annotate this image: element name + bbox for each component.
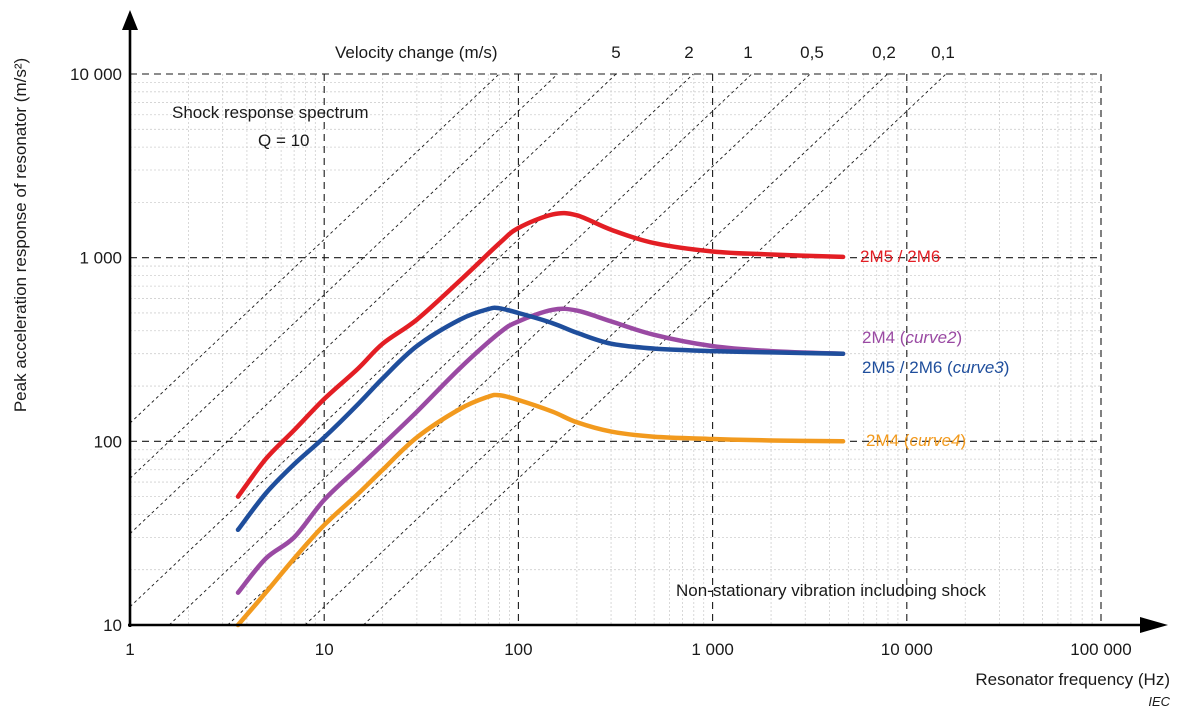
series-line <box>235 392 846 628</box>
velocity-line <box>129 73 558 479</box>
x-tick-label: 1 <box>125 640 134 659</box>
x-axis-arrow <box>1140 617 1168 633</box>
series-label: 2M5 / 2M6 <box>860 247 940 266</box>
axes <box>122 10 1168 633</box>
series-label: 2M5 / 2M6 (curve3) <box>862 358 1009 377</box>
velocity-line <box>129 73 694 608</box>
velocity-label: 0,2 <box>872 43 896 62</box>
x-tick-label: 1 000 <box>691 640 734 659</box>
velocity-label: 1 <box>743 43 752 62</box>
velocity-label: 0,1 <box>931 43 955 62</box>
x-axis-label: Resonator frequency (Hz) <box>975 670 1170 689</box>
velocity-line <box>129 73 500 424</box>
velocity-line <box>304 73 888 626</box>
velocity-line <box>168 73 753 626</box>
footer-note: Non-stationary vibration includoing shoc… <box>676 581 986 600</box>
y-tick-label: 1 000 <box>79 249 122 268</box>
response-curves <box>235 210 846 628</box>
velocity-line <box>227 73 811 626</box>
series-line <box>235 306 846 595</box>
velocity-label: 5 <box>611 43 620 62</box>
y-axis-label: Peak acceleration response of resonator … <box>11 58 30 412</box>
velocity-title: Velocity change (m/s) <box>335 43 498 62</box>
x-tick-label: 10 000 <box>881 640 933 659</box>
y-axis-arrow <box>122 10 138 30</box>
y-tick-label: 10 000 <box>70 65 122 84</box>
x-tick-label: 100 <box>504 640 532 659</box>
x-tick-label: 10 <box>315 640 334 659</box>
spectrum-title: Shock response spectrum <box>172 103 369 122</box>
velocity-line <box>363 73 947 626</box>
q-value: Q = 10 <box>258 131 310 150</box>
source-label: IEC <box>1148 694 1170 709</box>
series-line <box>235 305 846 533</box>
series-label: 2M4 (curve2) <box>862 328 962 347</box>
velocity-line <box>129 73 617 535</box>
y-tick-label: 10 <box>103 616 122 635</box>
grid <box>130 73 1102 625</box>
y-tick-label: 100 <box>94 432 122 451</box>
series-label: 2M4 (curve4) <box>866 431 966 450</box>
velocity-change-lines <box>129 73 947 626</box>
x-tick-label: 100 000 <box>1070 640 1131 659</box>
velocity-label: 0,5 <box>800 43 824 62</box>
series-line <box>235 210 846 499</box>
velocity-label: 2 <box>684 43 693 62</box>
